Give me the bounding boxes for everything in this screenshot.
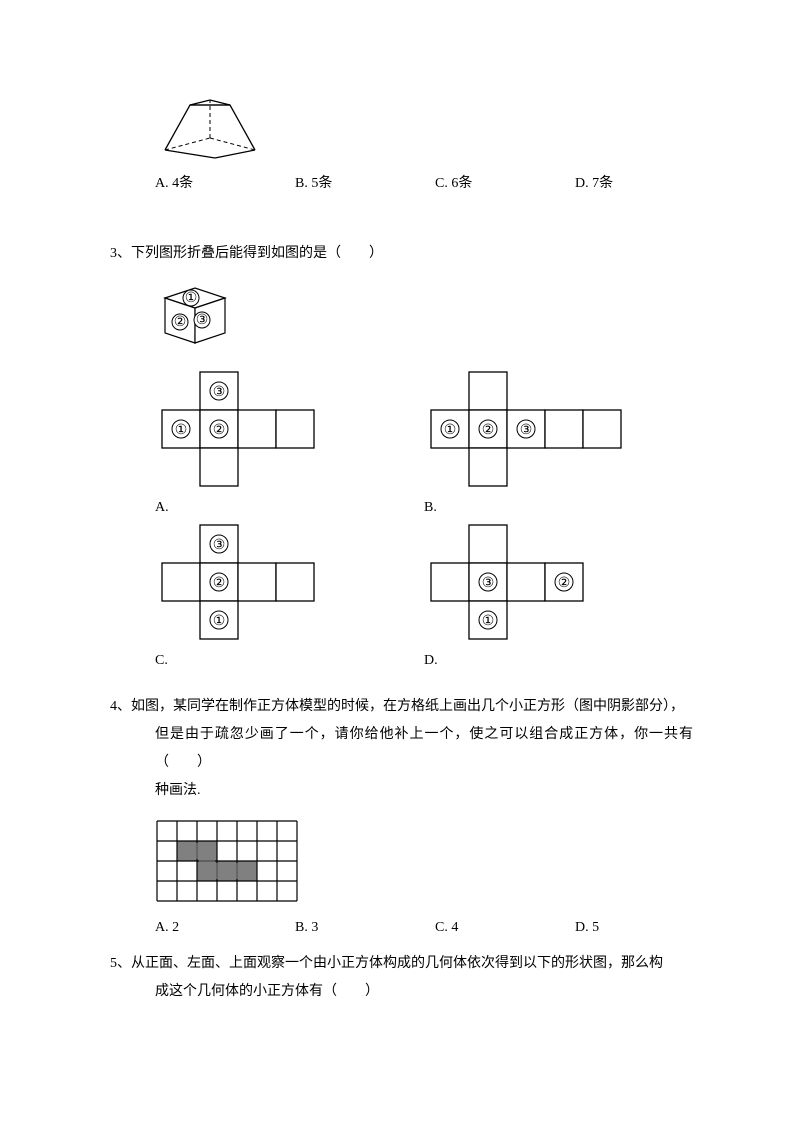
q4-grid [155, 819, 693, 908]
svg-text:①: ① [175, 423, 188, 438]
net-a-svg: ③ ① ② [155, 367, 325, 491]
q2-opt-a: A. 4条 [155, 172, 295, 192]
q3-row2: ③ ② ① C. [155, 520, 693, 669]
q3-net-d: ③ ② ① D. [424, 520, 693, 669]
q3-label-a: A. [155, 500, 424, 516]
svg-text:②: ② [482, 423, 495, 438]
q2-opt-d: D. 7条 [575, 172, 715, 192]
svg-text:③: ③ [520, 423, 533, 438]
svg-text:②: ② [558, 576, 571, 591]
q2-figure [155, 90, 693, 160]
cube-c1: ① [185, 291, 198, 306]
q4-line1: 4、如图，某同学在制作正方体模型的时候，在方格纸上画出几个小正方形（图中阴影部分… [110, 693, 693, 721]
q3-row1: ③ ① ② A. [155, 367, 693, 516]
q5-number: 5、 [110, 956, 131, 971]
q4-opt-c: C. 4 [435, 920, 575, 936]
page: A. 4条 B. 5条 C. 6条 D. 7条 3、下列图形折叠后能得到如图的是… [0, 0, 793, 1086]
q4-options: A. 2 B. 3 C. 4 D. 5 [155, 920, 693, 936]
svg-text:③: ③ [213, 385, 226, 400]
net-d-svg: ③ ② ① [424, 520, 634, 644]
svg-text:③: ③ [482, 576, 495, 591]
frustum-svg [155, 90, 265, 160]
q3-net-c: ③ ② ① C. [155, 520, 424, 669]
q3: 3、下列图形折叠后能得到如图的是（ ） ① ② ③ [110, 240, 693, 669]
q4-number: 4、 [110, 699, 131, 714]
svg-text:②: ② [213, 576, 226, 591]
q2-opt-c: C. 6条 [435, 172, 575, 192]
q2-opt-b: B. 5条 [295, 172, 435, 192]
q3-body: 下列图形折叠后能得到如图的是（ ） [131, 246, 383, 261]
q3-text: 3、下列图形折叠后能得到如图的是（ ） [110, 240, 693, 268]
cube-svg: ① ② ③ [155, 278, 235, 348]
q4-opt-d: D. 5 [575, 920, 715, 936]
q3-net-b: ① ② ③ B. [424, 367, 693, 516]
svg-text:①: ① [482, 614, 495, 629]
q3-label-b: B. [424, 500, 693, 516]
q4-opt-b: B. 3 [295, 920, 435, 936]
q3-number: 3、 [110, 246, 131, 261]
net-b-svg: ① ② ③ [424, 367, 634, 491]
q2-options: A. 4条 B. 5条 C. 6条 D. 7条 [155, 172, 693, 192]
grid-svg [155, 819, 305, 903]
q4-opt-a: A. 2 [155, 920, 295, 936]
q3-cube: ① ② ③ [155, 278, 693, 353]
svg-text:③: ③ [213, 538, 226, 553]
svg-text:①: ① [444, 423, 457, 438]
svg-text:①: ① [213, 614, 226, 629]
q5: 5、从正面、左面、上面观察一个由小正方体构成的几何体依次得到以下的形状图，那么构… [110, 950, 693, 1006]
cube-c3: ③ [196, 313, 209, 328]
q3-label-c: C. [155, 653, 424, 669]
q4-line2: 但是由于疏忽少画了一个，请你给他补上一个，使之可以组合成正方体，你一共有（ ） [155, 721, 693, 777]
q4-line3: 种画法. [155, 777, 693, 805]
net-c-svg: ③ ② ① [155, 520, 325, 644]
q4: 4、如图，某同学在制作正方体模型的时候，在方格纸上画出几个小正方形（图中阴影部分… [110, 693, 693, 936]
q3-net-a: ③ ① ② A. [155, 367, 424, 516]
q5-line2: 成这个几何体的小正方体有（ ） [155, 978, 693, 1006]
svg-text:②: ② [213, 423, 226, 438]
cube-c2: ② [174, 315, 187, 330]
q3-label-d: D. [424, 653, 693, 669]
q5-line1: 5、从正面、左面、上面观察一个由小正方体构成的几何体依次得到以下的形状图，那么构 [110, 950, 693, 978]
